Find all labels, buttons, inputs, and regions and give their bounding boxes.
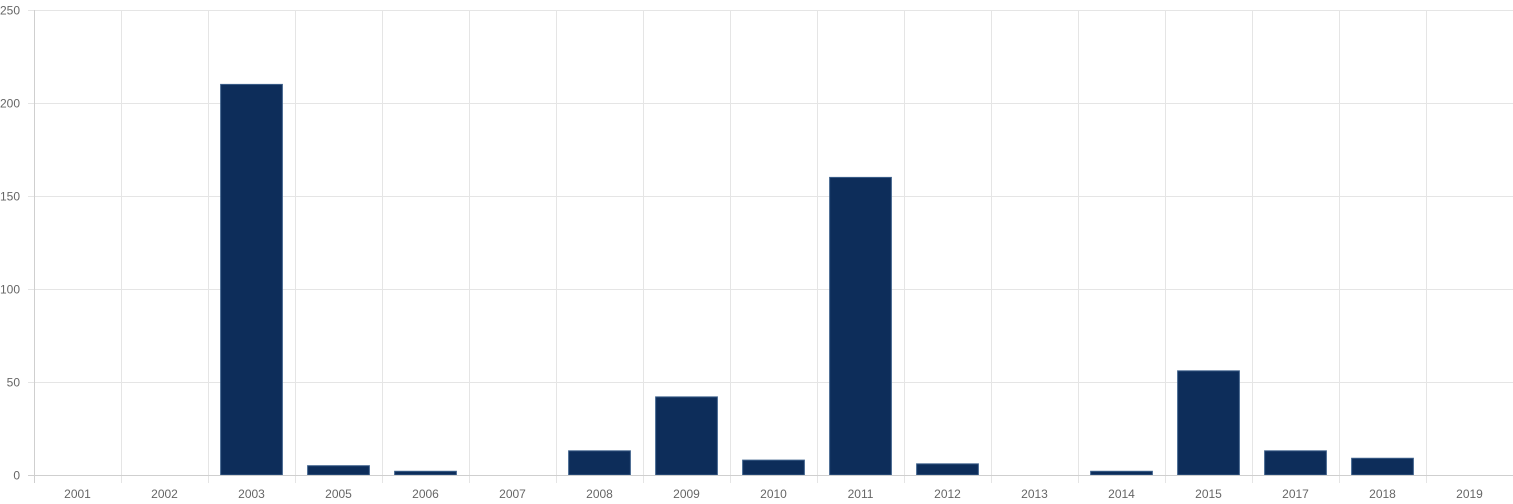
bar-2008 [568, 450, 631, 476]
x-tick-label: 2019 [1456, 487, 1483, 501]
x-tick-label: 2013 [1021, 487, 1048, 501]
x-tick-label: 2008 [586, 487, 613, 501]
bar-2017 [1264, 450, 1327, 476]
x-tick-label: 2006 [412, 487, 439, 501]
x-tick-label: 2003 [238, 487, 265, 501]
bar-2015 [1177, 370, 1240, 476]
bar-2006 [394, 470, 457, 476]
y-tick-label: 150 [0, 190, 20, 204]
x-tick-label: 2011 [848, 487, 874, 501]
bar-2014 [1090, 470, 1153, 476]
label-layer: 0 50 100 150 200 250 2001 2002 2003 2005 2006 2007 2… [0, 4, 1483, 502]
y-tick-label: 0 [13, 469, 20, 483]
x-tick-label: 2001 [64, 487, 91, 501]
x-tick-label: 2017 [1282, 487, 1309, 501]
bar-2009 [655, 396, 718, 476]
bar-2011 [829, 176, 892, 476]
y-tick-label: 100 [0, 283, 20, 297]
x-tick-label: 2007 [499, 487, 526, 501]
grid-layer [28, 10, 1513, 483]
bar-2010 [742, 459, 805, 476]
y-tick-label: 200 [0, 97, 20, 111]
bar-2018 [1351, 457, 1414, 476]
bar-layer [220, 83, 1414, 476]
x-tick-label: 2018 [1369, 487, 1396, 501]
bar-2005 [307, 465, 370, 476]
bar-2003 [220, 83, 283, 476]
bar-2012 [916, 463, 979, 476]
y-tick-label: 50 [7, 376, 21, 390]
x-tick-label: 2015 [1195, 487, 1222, 501]
axis-layer [28, 10, 1513, 483]
x-tick-label: 2002 [151, 487, 178, 501]
x-tick-label: 2005 [325, 487, 352, 501]
x-tick-label: 2014 [1108, 487, 1135, 501]
x-tick-label: 2010 [760, 487, 787, 501]
y-tick-label: 250 [0, 4, 20, 18]
x-tick-label: 2009 [673, 487, 700, 501]
x-tick-label: 2012 [934, 487, 961, 501]
